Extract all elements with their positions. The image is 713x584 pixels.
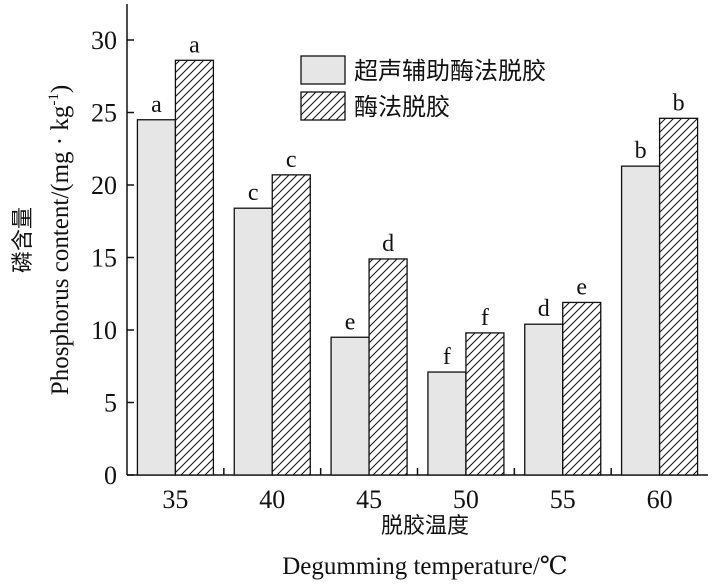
x-ticks: 35 40 45 50 55 60: [162, 468, 673, 514]
y-tick-label: 30: [91, 26, 117, 55]
bar-enzymatic: [562, 301, 602, 476]
bar-ultrasonic: [524, 323, 564, 476]
y-axis-label-cn: 磷含量: [11, 207, 36, 273]
significance-label: f: [443, 344, 451, 370]
y-axis-label-en: Phosphorus content/(mg · kg-1): [46, 85, 74, 395]
bar-enzymatic: [465, 332, 505, 476]
y-ticks: 0 5 10 15 20 25 30: [91, 26, 134, 490]
significance-label: d: [382, 231, 394, 257]
significance-label: a: [189, 32, 200, 58]
x-tick-label: 35: [162, 485, 188, 514]
significance-label: a: [151, 92, 162, 118]
y-tick-label: 10: [91, 316, 117, 345]
x-tick-label: 60: [647, 485, 673, 514]
significance-label: f: [481, 305, 489, 331]
bar-enzymatic: [658, 117, 699, 476]
bar-enzymatic: [368, 258, 408, 476]
significance-label: e: [345, 309, 356, 335]
bars: [136, 59, 699, 476]
bar-ultrasonic: [233, 207, 273, 476]
y-axis-label: 磷含量: [11, 207, 36, 273]
x-axis-label-en: Degumming temperature/℃: [282, 553, 568, 580]
y-tick-label: 15: [91, 244, 117, 273]
significance-label: d: [538, 296, 550, 322]
x-tick-label: 50: [453, 485, 479, 514]
bar-enzymatic: [174, 59, 215, 476]
bar-ultrasonic: [620, 165, 661, 476]
bar-enzymatic: [271, 174, 311, 476]
y-tick-label: 20: [91, 171, 117, 200]
significance-label: b: [673, 90, 685, 116]
significance-label: c: [286, 147, 297, 173]
x-axis-label-cn: 脱胶温度: [381, 514, 469, 539]
y-tick-label: 5: [104, 389, 117, 418]
x-tick-label: 55: [550, 485, 576, 514]
legend: 超声辅助酶法脱胶 酶法脱胶: [300, 55, 546, 121]
significance-label: b: [635, 138, 647, 164]
bar-ultrasonic: [427, 371, 467, 476]
x-tick-label: 45: [356, 485, 382, 514]
y-tick-label: 0: [104, 461, 117, 490]
y-axis-label-en-base: Phosphorus content/(mg · kg: [47, 105, 74, 395]
x-tick-label: 40: [259, 485, 285, 514]
legend-swatch-ultrasonic: [300, 55, 346, 85]
significance-label: e: [576, 274, 587, 300]
bar-ultrasonic: [330, 336, 370, 476]
y-axis-label-en-close: ): [47, 85, 74, 93]
legend-swatch-enzymatic: [300, 91, 346, 121]
y-axis-label-en-sup: -1: [46, 93, 62, 106]
significance-label: c: [248, 180, 259, 206]
bar-ultrasonic: [136, 119, 177, 476]
y-tick-label: 25: [91, 99, 117, 128]
legend-label-ultrasonic: 超声辅助酶法脱胶: [354, 57, 546, 85]
legend-label-enzymatic: 酶法脱胶: [354, 93, 450, 121]
y-axis-label-en-group: Phosphorus content/(mg · kg-1): [46, 85, 74, 395]
